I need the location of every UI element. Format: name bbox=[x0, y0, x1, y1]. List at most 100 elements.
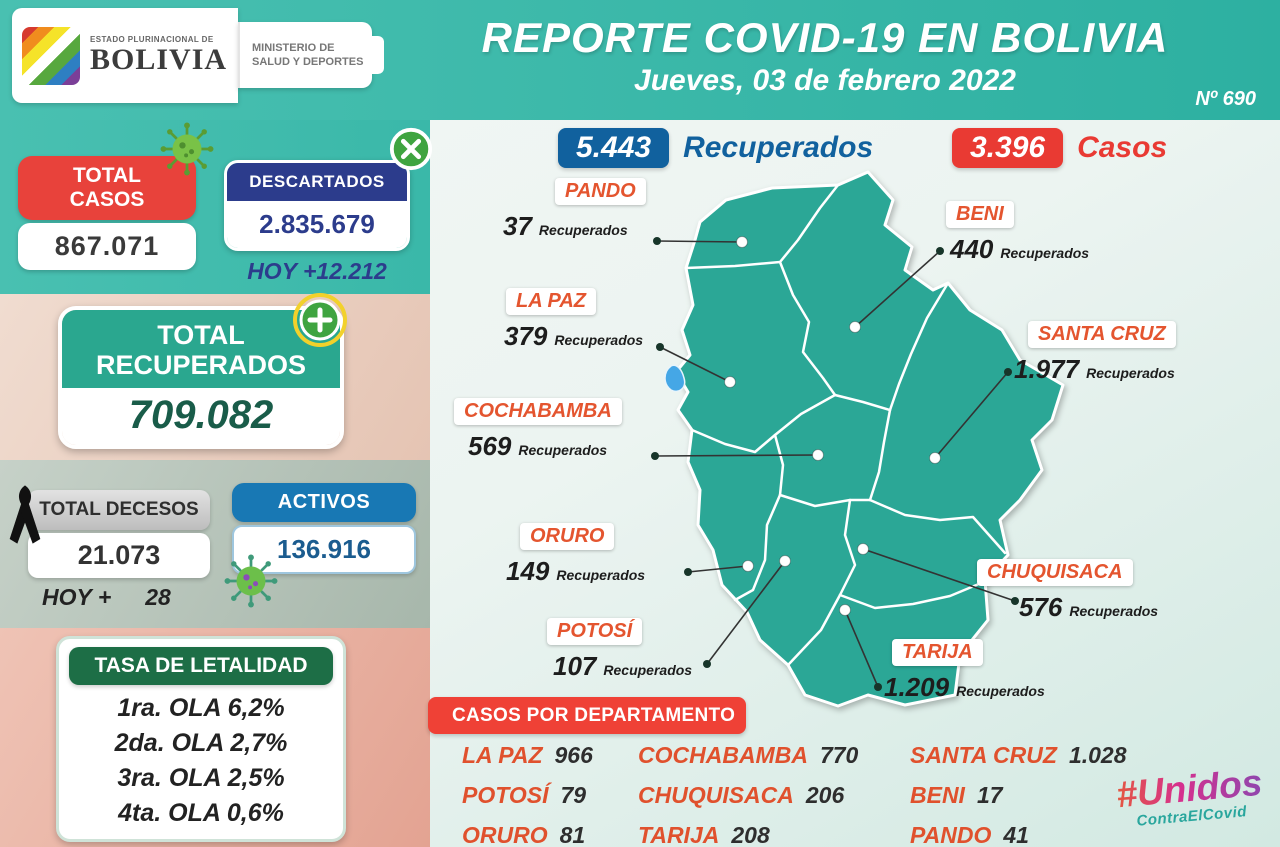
virus-icon bbox=[160, 122, 214, 176]
cases-column-1: LA PAZ 966 POTOSÍ 79 ORURO 81 bbox=[462, 742, 593, 847]
department-name: POTOSÍ bbox=[547, 618, 643, 645]
discarded-today: HOY +12.212 bbox=[247, 258, 387, 284]
cases-column-2: COCHABAMBA 770 CHUQUISACA 206 TARIJA 208 bbox=[638, 742, 858, 847]
total-recovered-value: 709.082 bbox=[62, 388, 340, 446]
recovered-value: 569 bbox=[468, 431, 512, 461]
lake-titicaca-icon bbox=[664, 364, 686, 392]
report-number: Nº 690 bbox=[1195, 88, 1256, 110]
department-name: TARIJA bbox=[638, 822, 720, 847]
deaths-today-value: 28 bbox=[145, 584, 171, 610]
lethality-row: 1ra. OLA 6,2% bbox=[117, 694, 285, 722]
cases-value: 208 bbox=[731, 822, 770, 847]
ministry-line2: SALUD Y DEPORTES bbox=[252, 56, 364, 68]
map-label-beni: BENI 440 Recuperados bbox=[936, 201, 1116, 265]
map-label-pando: PANDO 37 Recuperados bbox=[495, 178, 665, 242]
recovered-value: 576 bbox=[1019, 592, 1063, 622]
map-label-santa-cruz: SANTA CRUZ 1.977 Recuperados bbox=[1006, 321, 1206, 385]
cases-row: COCHABAMBA 770 bbox=[638, 742, 858, 769]
bolivia-map bbox=[651, 170, 1065, 708]
department-name: POTOSÍ bbox=[462, 782, 549, 808]
total-deaths-value: 21.073 bbox=[28, 533, 210, 578]
cases-value: 17 bbox=[976, 782, 1003, 808]
bolivia-emblem-icon bbox=[22, 26, 80, 85]
recovered-value: 149 bbox=[506, 556, 550, 586]
cases-row: LA PAZ 966 bbox=[462, 742, 593, 769]
report-date: Jueves, 03 de febrero 2022 bbox=[634, 64, 1016, 97]
discarded-value: 2.835.679 bbox=[227, 201, 407, 248]
recovered-value: 107 bbox=[553, 651, 597, 681]
department-name: SANTA CRUZ bbox=[1028, 321, 1176, 348]
recovered-unit: Recuperados bbox=[538, 222, 628, 238]
map-label-chuquisaca: CHUQUISACA 576 Recuperados bbox=[975, 559, 1175, 623]
department-name: LA PAZ bbox=[462, 742, 543, 768]
active-cases-card: ACTIVOS 136.916 bbox=[232, 483, 416, 574]
report-title-block: REPORTE COVID-19 EN BOLIVIA Jueves, 03 d… bbox=[430, 14, 1220, 98]
daily-recovered-pill: 5.443 Recuperados bbox=[558, 128, 873, 168]
department-name: ORURO bbox=[462, 822, 548, 847]
department-name: LA PAZ bbox=[506, 288, 596, 315]
map-label-tarija: TARIJA 1.209 Recuperados bbox=[882, 639, 1062, 703]
discarded-x-icon bbox=[389, 127, 433, 171]
total-deaths-card: TOTAL DECESOS 21.073 bbox=[28, 490, 210, 578]
department-name: CHUQUISACA bbox=[977, 559, 1133, 586]
daily-recovered-value: 5.443 bbox=[558, 128, 670, 168]
government-logo: ESTADO PLURINACIONAL DE BOLIVIA bbox=[12, 8, 238, 103]
lethality-rate-card: TASA DE LETALIDAD 1ra. OLA 6,2% 2da. OLA… bbox=[56, 636, 346, 842]
map-label-oruro: ORURO 149 Recuperados bbox=[502, 523, 672, 587]
lethality-row: 2da. OLA 2,7% bbox=[114, 729, 288, 757]
recovered-value: 440 bbox=[950, 234, 994, 264]
recovered-unit: Recuperados bbox=[956, 683, 1045, 699]
recovered-unit: Recuperados bbox=[554, 332, 644, 348]
department-name: PANDO bbox=[910, 822, 992, 847]
virus-icon bbox=[224, 554, 278, 608]
logo-pretitle: ESTADO PLURINACIONAL DE bbox=[90, 35, 214, 45]
department-name: TARIJA bbox=[892, 639, 983, 666]
recovered-value: 379 bbox=[504, 321, 548, 351]
recovered-value: 1.977 bbox=[1014, 354, 1080, 384]
deaths-today: HOY + 28 bbox=[42, 584, 171, 611]
cases-value: 966 bbox=[554, 742, 593, 768]
discarded-card: DESCARTADOS 2.835.679 bbox=[224, 160, 410, 251]
cases-row: POTOSÍ 79 bbox=[462, 782, 593, 809]
map-label-cochabamba: COCHABAMBA 569 Recuperados bbox=[452, 398, 662, 462]
department-name: COCHABAMBA bbox=[638, 742, 808, 768]
lethality-rate-title: TASA DE LETALIDAD bbox=[69, 647, 333, 685]
total-cases-value: 867.071 bbox=[18, 223, 196, 271]
total-recovered-card: TOTAL RECUPERADOS 709.082 bbox=[58, 306, 344, 450]
total-cases-card: TOTAL CASOS 867.071 bbox=[18, 156, 196, 271]
department-name: PANDO bbox=[555, 178, 646, 205]
map-label-potosi: POTOSÍ 107 Recuperados bbox=[545, 618, 715, 682]
recovered-unit: Recuperados bbox=[518, 442, 608, 458]
active-cases-value: 136.916 bbox=[232, 525, 416, 574]
department-name: CHUQUISACA bbox=[638, 782, 794, 808]
cases-value: 79 bbox=[560, 782, 587, 808]
department-name: ORURO bbox=[520, 523, 615, 550]
recovered-unit: Recuperados bbox=[556, 567, 646, 583]
cases-value: 770 bbox=[819, 742, 859, 768]
discarded-header: DESCARTADOS bbox=[227, 163, 407, 201]
cases-row: SANTA CRUZ 1.028 bbox=[910, 742, 1127, 769]
cases-row: PANDO 41 bbox=[910, 822, 1127, 847]
cases-value: 41 bbox=[1003, 822, 1029, 847]
cases-by-department-title: CASOS POR DEPARTAMENTO bbox=[428, 697, 746, 734]
cases-value: 1.028 bbox=[1068, 742, 1127, 768]
daily-cases-label: Casos bbox=[1077, 131, 1168, 164]
mourning-ribbon-icon bbox=[9, 485, 41, 544]
recovered-value: 1.209 bbox=[884, 672, 950, 702]
plus-circle-icon bbox=[293, 293, 347, 347]
total-deaths-header: TOTAL DECESOS bbox=[28, 490, 210, 530]
cases-row: BENI 17 bbox=[910, 782, 1127, 809]
daily-cases-value: 3.396 bbox=[952, 128, 1064, 168]
logo-step-decoration bbox=[372, 36, 384, 74]
department-name: BENI bbox=[946, 201, 1014, 228]
map-label-la-paz: LA PAZ 379 Recuperados bbox=[498, 288, 668, 352]
total-cases-header: TOTAL CASOS bbox=[18, 156, 196, 221]
lethality-row: 3ra. OLA 2,5% bbox=[117, 764, 285, 792]
recovered-unit: Recuperados bbox=[1000, 245, 1090, 261]
department-name: BENI bbox=[910, 782, 965, 808]
recovered-value: 37 bbox=[503, 211, 532, 241]
ministry-line1: MINISTERIO DE bbox=[252, 41, 335, 54]
daily-recovered-label: Recuperados bbox=[683, 131, 874, 164]
department-name: COCHABAMBA bbox=[454, 398, 622, 425]
